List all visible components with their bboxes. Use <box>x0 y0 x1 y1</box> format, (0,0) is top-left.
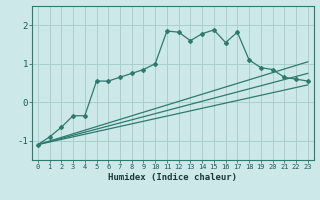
X-axis label: Humidex (Indice chaleur): Humidex (Indice chaleur) <box>108 173 237 182</box>
